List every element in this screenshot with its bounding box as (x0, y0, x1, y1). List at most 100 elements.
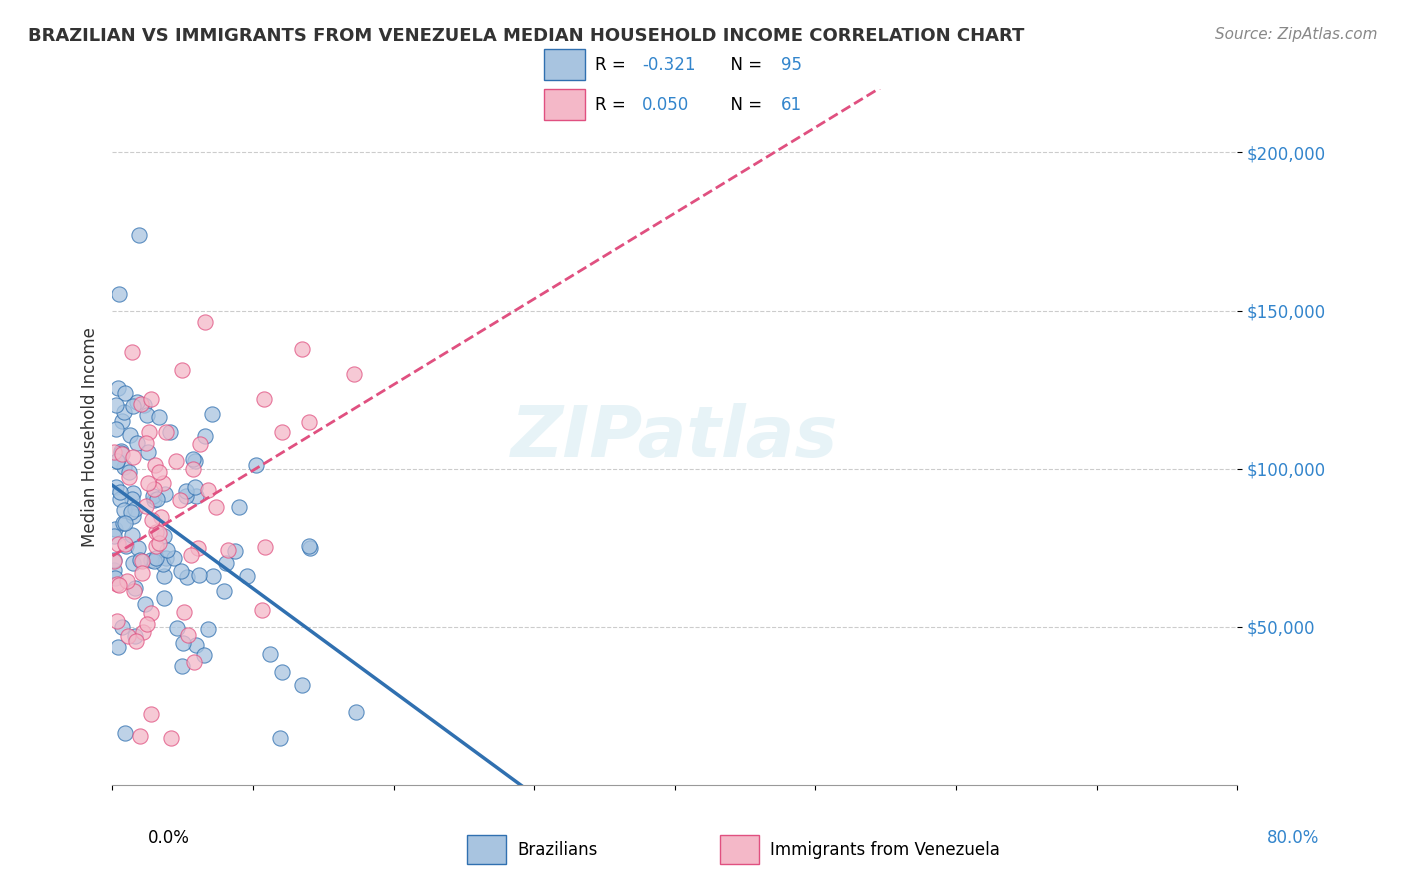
Point (117, 629, 139, 643)
Point (110, 446, 132, 460)
Point (134, 597, 156, 611)
Bar (544, 49, 585, 80)
Point (124, 501, 146, 516)
Point (110, 447, 132, 461)
Point (194, 315, 217, 329)
Point (173, 606, 195, 620)
Point (152, 557, 174, 571)
Point (236, 569, 259, 583)
Point (145, 525, 167, 540)
Point (162, 551, 184, 566)
Point (270, 425, 292, 440)
Text: -0.321: -0.321 (643, 56, 696, 74)
Point (194, 429, 217, 443)
Point (135, 436, 157, 450)
Point (259, 647, 281, 661)
Point (136, 617, 159, 632)
Point (121, 528, 143, 542)
Point (105, 614, 128, 628)
Point (105, 577, 128, 591)
Point (148, 525, 170, 540)
Point (172, 636, 194, 650)
Text: Brazilians: Brazilians (517, 840, 598, 859)
Point (298, 539, 321, 553)
Point (172, 362, 194, 376)
Point (103, 563, 125, 577)
Point (135, 499, 157, 513)
Text: 61: 61 (780, 96, 801, 114)
Bar (544, 89, 585, 120)
Point (122, 485, 145, 500)
Point (184, 480, 207, 494)
Point (129, 397, 152, 411)
Point (127, 541, 149, 555)
Point (108, 287, 131, 301)
Point (122, 584, 145, 599)
Point (103, 529, 125, 543)
Point (152, 591, 174, 606)
Point (136, 475, 159, 490)
Point (122, 556, 145, 570)
Point (108, 485, 131, 500)
Point (153, 569, 176, 583)
Point (114, 386, 136, 401)
Point (228, 500, 250, 515)
Point (152, 476, 174, 491)
Point (103, 445, 125, 459)
Point (121, 344, 143, 359)
Text: Immigrants from Venezuela: Immigrants from Venezuela (770, 840, 1000, 859)
Point (186, 638, 208, 652)
Point (253, 540, 276, 554)
Y-axis label: Median Household Income: Median Household Income (80, 327, 98, 547)
Point (143, 458, 166, 472)
Point (148, 536, 170, 550)
Text: R =: R = (595, 96, 631, 114)
Point (138, 444, 160, 458)
Point (120, 428, 142, 442)
Point (177, 627, 200, 641)
Point (143, 492, 166, 507)
Point (118, 470, 141, 484)
Point (105, 454, 128, 468)
Point (120, 506, 142, 520)
Point (129, 730, 152, 744)
Point (135, 408, 157, 422)
Point (187, 541, 209, 556)
Point (197, 622, 219, 636)
Point (214, 556, 236, 570)
Point (124, 581, 146, 595)
Point (145, 550, 167, 565)
Point (170, 659, 193, 673)
Point (125, 634, 148, 648)
Point (114, 516, 136, 531)
Point (114, 537, 136, 551)
Point (298, 541, 321, 555)
Point (291, 678, 314, 692)
Point (131, 554, 153, 568)
Point (150, 510, 173, 524)
Text: 0.0%: 0.0% (148, 830, 190, 847)
Point (214, 584, 236, 599)
Point (217, 542, 239, 557)
Point (103, 554, 125, 568)
Point (111, 516, 134, 530)
Point (114, 725, 136, 739)
Text: BRAZILIAN VS IMMIGRANTS FROM VENEZUELA MEDIAN HOUSEHOLD INCOME CORRELATION CHART: BRAZILIAN VS IMMIGRANTS FROM VENEZUELA M… (28, 27, 1025, 45)
Point (153, 487, 176, 501)
Point (127, 395, 149, 409)
Point (145, 539, 167, 553)
Point (141, 392, 163, 406)
Point (180, 548, 202, 562)
Point (183, 656, 205, 670)
Point (224, 544, 246, 558)
Point (107, 640, 129, 654)
Point (118, 465, 141, 479)
Point (174, 484, 197, 499)
Point (197, 483, 219, 497)
Point (148, 410, 170, 425)
Point (122, 450, 145, 464)
Point (204, 500, 226, 514)
Point (252, 603, 274, 617)
Text: 80.0%: 80.0% (1267, 830, 1320, 847)
Point (139, 607, 162, 621)
